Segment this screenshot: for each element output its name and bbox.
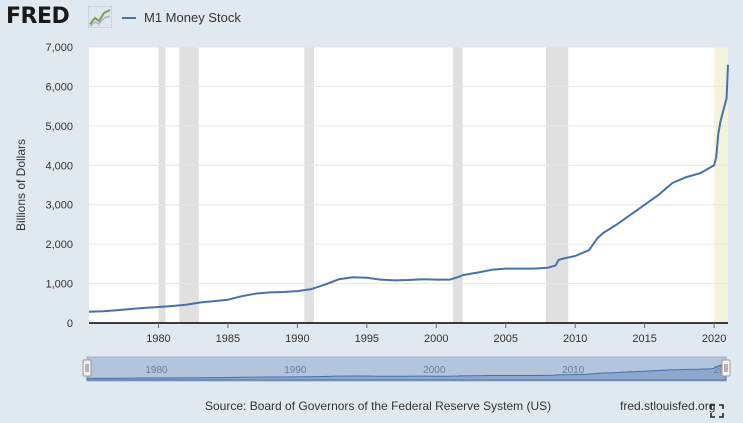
- y-tick-label: 6,000: [45, 81, 73, 93]
- recession-band-4: [546, 47, 569, 323]
- navigator-tick-label: 1990: [284, 365, 307, 376]
- x-tick-label: 2015: [632, 333, 656, 345]
- y-tick-label: 7,000: [45, 42, 73, 54]
- x-tick-label: 2010: [563, 333, 587, 345]
- highlight-band: [714, 47, 728, 323]
- fred-chart-icon: [88, 6, 112, 28]
- chart-legend[interactable]: M1 Money Stock: [122, 10, 241, 25]
- line-chart[interactable]: 0 1,000 2,000 3,000 4,000 5,000 6,000 7,000 1980…: [0, 36, 743, 386]
- navigator-tick-label: 2000: [423, 365, 446, 376]
- recession-band-2: [304, 47, 315, 323]
- source-text: Source: Board of Governors of the Federa…: [205, 399, 552, 413]
- y-tick-label: 0: [67, 318, 73, 330]
- y-tick-label: 4,000: [45, 160, 73, 172]
- x-tick-label: 2000: [424, 333, 448, 345]
- navigator-tick-label: 1980: [145, 365, 168, 376]
- recession-band-3: [452, 47, 463, 323]
- series-line-m1: [88, 64, 729, 313]
- x-tick-label: 2005: [493, 333, 517, 345]
- x-tick-label: 1995: [355, 333, 379, 345]
- navigator-tick-label: 20: [713, 365, 725, 376]
- fred-link[interactable]: fred.stlouisfed.org: [620, 399, 716, 413]
- y-tick-label: 3,000: [45, 200, 73, 212]
- legend-swatch: [122, 16, 136, 19]
- y-tick-label: 2,000: [45, 239, 73, 251]
- x-tick-label: 2020: [702, 333, 726, 345]
- y-tick-label: 5,000: [45, 121, 73, 133]
- legend-label: M1 Money Stock: [144, 10, 241, 25]
- y-tick-label: 1,000: [45, 279, 73, 291]
- x-tick-label: 1985: [216, 333, 240, 345]
- recession-band-0: [158, 47, 166, 323]
- x-tick-label: 1990: [285, 333, 309, 345]
- fred-logo[interactable]: FRED: [6, 4, 70, 29]
- fullscreen-icon[interactable]: [710, 404, 724, 418]
- navigator-handle-left[interactable]: [82, 359, 92, 377]
- x-tick-label: 1980: [146, 333, 170, 345]
- navigator-series: [86, 360, 727, 381]
- y-axis-label: Billions of Dollars: [14, 139, 28, 231]
- navigator-handle-right[interactable]: [721, 359, 731, 377]
- recession-band-1: [179, 47, 199, 323]
- chart-header: FRED M1 Money Stock: [0, 0, 743, 36]
- navigator-tick-label: 2010: [562, 365, 585, 376]
